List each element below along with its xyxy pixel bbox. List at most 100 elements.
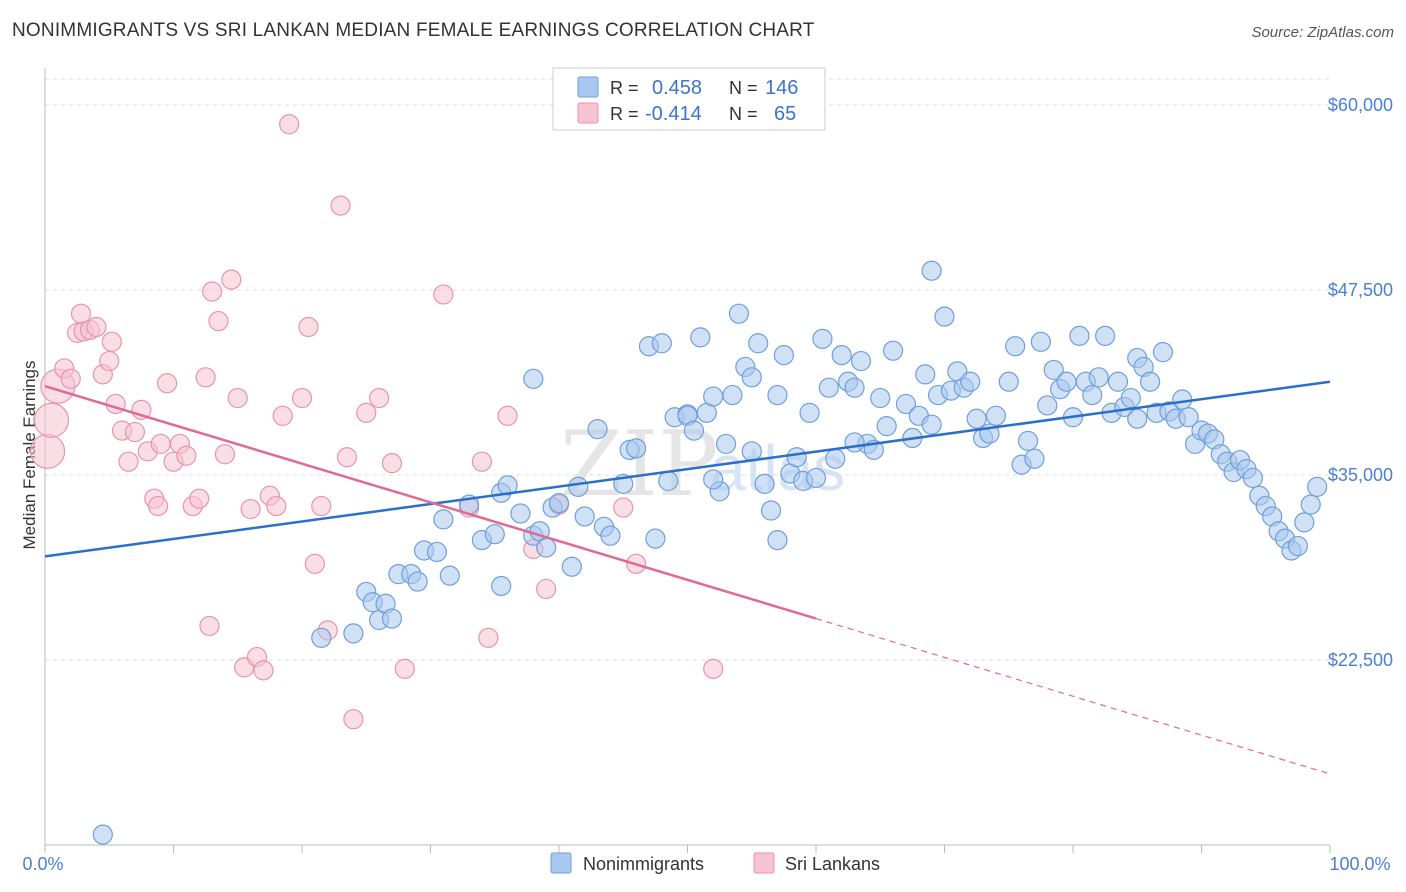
point-nonimmigrants-143 bbox=[703, 469, 724, 490]
point-nonimmigrants-97 bbox=[1037, 395, 1058, 416]
point-nonimmigrants-27 bbox=[548, 493, 570, 514]
point-nonimmigrants-50 bbox=[722, 384, 743, 406]
chart-title: NONIMMIGRANTS VS SRI LANKAN MEDIAN FEMAL… bbox=[12, 20, 815, 41]
point-nonimmigrants-104 bbox=[1082, 384, 1103, 406]
point-nonimmigrants-13 bbox=[433, 509, 454, 530]
point-nonimmigrants-36 bbox=[625, 438, 647, 459]
point-nonimmigrants-28 bbox=[561, 556, 582, 577]
point-nonimmigrants-38 bbox=[645, 528, 666, 549]
point-nonimmigrants-45 bbox=[690, 327, 711, 348]
legend-n-label-2: N = bbox=[729, 104, 758, 124]
point-sri-lankans-11 bbox=[99, 350, 120, 372]
x-axis-ticks bbox=[44, 845, 1331, 853]
y-tick-label-3: $60,000 bbox=[1328, 95, 1393, 115]
trend-line-nonimmigrants bbox=[44, 380, 1331, 558]
series-nonimmigrants-points bbox=[92, 260, 1328, 845]
point-nonimmigrants-51 bbox=[728, 303, 750, 324]
point-nonimmigrants-39 bbox=[651, 333, 672, 354]
point-nonimmigrants-64 bbox=[812, 328, 833, 349]
point-sri-lankans-27 bbox=[189, 488, 210, 509]
point-nonimmigrants-119 bbox=[1178, 407, 1199, 428]
x-tick-label-max: 100.0% bbox=[1329, 854, 1390, 874]
point-sri-lankans-34 bbox=[227, 387, 248, 409]
point-sri-lankans-22 bbox=[156, 373, 178, 394]
point-nonimmigrants-80 bbox=[921, 260, 942, 281]
point-nonimmigrants-113 bbox=[1139, 371, 1161, 392]
point-nonimmigrants-140 bbox=[1127, 408, 1148, 429]
point-sri-lankans-46 bbox=[311, 495, 332, 517]
point-nonimmigrants-12 bbox=[426, 541, 448, 563]
legend-bottom: Nonimmigrants Sri Lankans bbox=[550, 852, 880, 874]
legend-n-label-1: N = bbox=[729, 78, 758, 98]
point-sri-lankans-28 bbox=[195, 367, 216, 388]
point-nonimmigrants-144 bbox=[741, 441, 762, 462]
point-nonimmigrants-105 bbox=[1088, 367, 1109, 388]
point-nonimmigrants-56 bbox=[760, 500, 782, 521]
trend-line-sri-lankans bbox=[44, 385, 817, 620]
legend-swatch-nonimmigrants bbox=[577, 76, 599, 98]
point-sri-lankans-38 bbox=[253, 660, 274, 681]
point-nonimmigrants-60 bbox=[786, 447, 807, 468]
point-nonimmigrants-21 bbox=[510, 503, 531, 524]
point-nonimmigrants-62 bbox=[799, 402, 820, 423]
point-sri-lankans-31 bbox=[208, 310, 229, 332]
point-sri-lankans-1 bbox=[33, 402, 70, 438]
legend-r-value-1: 0.458 bbox=[652, 77, 702, 99]
legend-bottom-label-nonimmigrants: Nonimmigrants bbox=[583, 854, 704, 874]
point-nonimmigrants-79 bbox=[915, 364, 936, 385]
legend-bottom-label-sri-lankans: Sri Lankans bbox=[785, 854, 880, 874]
point-nonimmigrants-69 bbox=[844, 377, 865, 398]
point-nonimmigrants-31 bbox=[587, 419, 608, 440]
trend-lines bbox=[44, 380, 1331, 775]
point-sri-lankans-20 bbox=[147, 495, 169, 517]
point-nonimmigrants-90 bbox=[985, 405, 1007, 426]
point-nonimmigrants-75 bbox=[882, 340, 904, 361]
point-nonimmigrants-142 bbox=[767, 530, 788, 551]
point-sri-lankans-49 bbox=[336, 447, 358, 468]
legend-bottom-swatch-nonimmigrants bbox=[550, 852, 572, 874]
point-sri-lankans-43 bbox=[291, 387, 313, 409]
point-sri-lankans-59 bbox=[497, 405, 518, 426]
point-nonimmigrants-87 bbox=[966, 408, 987, 429]
point-nonimmigrants-92 bbox=[1005, 336, 1026, 357]
point-sri-lankans-25 bbox=[176, 445, 197, 466]
point-nonimmigrants-118 bbox=[1172, 389, 1193, 410]
point-nonimmigrants-141 bbox=[844, 432, 865, 453]
point-sri-lankans-52 bbox=[369, 387, 390, 409]
point-sri-lankans-42 bbox=[279, 114, 300, 135]
point-nonimmigrants-33 bbox=[600, 525, 621, 546]
point-nonimmigrants-91 bbox=[998, 371, 1019, 392]
series-sri-lankans-points bbox=[29, 114, 724, 730]
point-nonimmigrants-53 bbox=[741, 367, 762, 388]
legend-r-value-2: -0.414 bbox=[645, 103, 702, 125]
point-nonimmigrants-63 bbox=[805, 467, 827, 489]
point-nonimmigrants-94 bbox=[1017, 430, 1039, 452]
point-nonimmigrants-44 bbox=[683, 420, 705, 441]
point-nonimmigrants-73 bbox=[870, 387, 891, 409]
point-sri-lankans-50 bbox=[343, 709, 364, 730]
point-nonimmigrants-23 bbox=[523, 368, 544, 389]
x-tick-label-min: 0.0% bbox=[22, 854, 63, 874]
point-nonimmigrants-30 bbox=[574, 506, 595, 527]
point-nonimmigrants-66 bbox=[825, 448, 846, 469]
legend-bottom-swatch-sri-lankans bbox=[753, 852, 775, 874]
point-nonimmigrants-55 bbox=[754, 473, 775, 494]
point-sri-lankans-54 bbox=[394, 658, 415, 679]
legend-top: R = 0.458 N = 146 R = -0.414 N = 65 bbox=[552, 67, 826, 131]
point-nonimmigrants-47 bbox=[703, 386, 724, 407]
point-nonimmigrants-110 bbox=[1120, 387, 1141, 409]
point-nonimmigrants-74 bbox=[876, 416, 897, 437]
point-nonimmigrants-25 bbox=[536, 537, 557, 558]
point-nonimmigrants-137 bbox=[1294, 512, 1315, 533]
point-nonimmigrants-108 bbox=[1107, 371, 1129, 392]
point-nonimmigrants-98 bbox=[1043, 359, 1064, 381]
point-nonimmigrants-82 bbox=[934, 306, 955, 327]
y-axis-title: Median Female Earnings bbox=[20, 361, 39, 550]
point-nonimmigrants-65 bbox=[818, 377, 839, 398]
legend-r-label-2: R = bbox=[610, 104, 639, 124]
point-nonimmigrants-17 bbox=[484, 524, 505, 545]
point-sri-lankans-63 bbox=[613, 497, 634, 518]
point-sri-lankans-51 bbox=[356, 402, 377, 423]
point-sri-lankans-16 bbox=[124, 421, 146, 443]
